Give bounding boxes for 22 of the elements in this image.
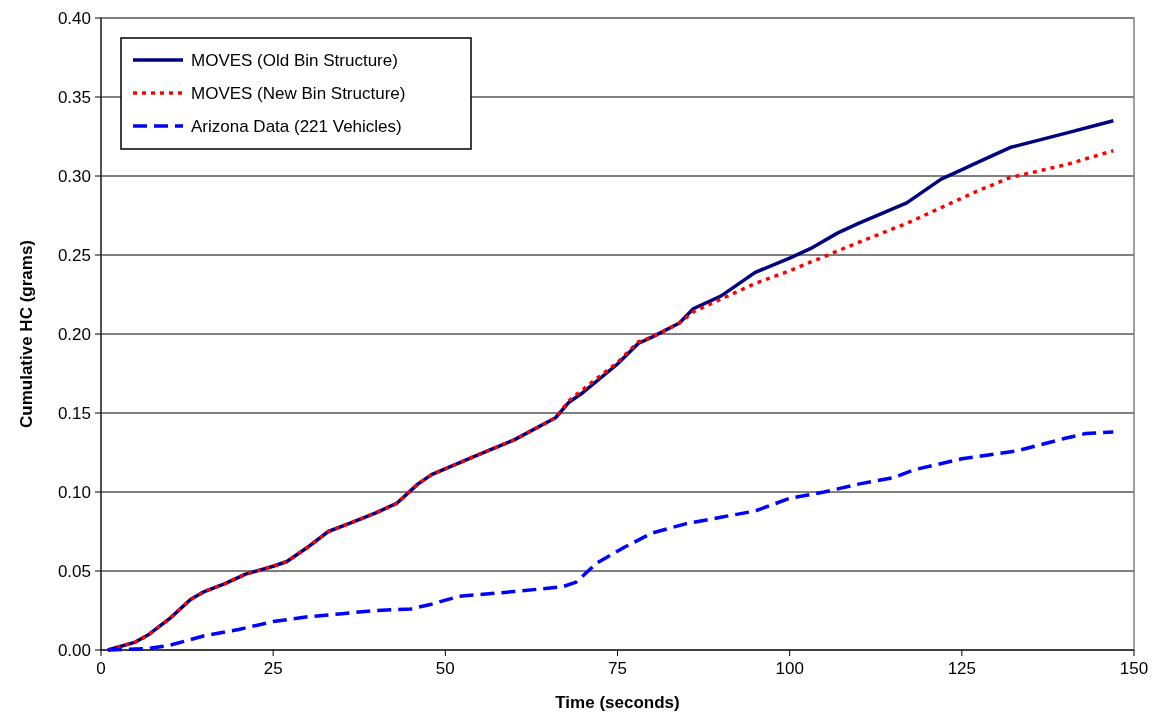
y-tick-label: 0.05: [57, 561, 91, 581]
x-tick-label: 0: [96, 659, 106, 678]
x-tick-label: 100: [775, 659, 804, 678]
x-tick-label: 75: [608, 659, 627, 678]
y-tick-label: 0.35: [57, 87, 91, 107]
line-series: [106, 430, 1116, 652]
y-axis-title: Cumulative HC (grams): [17, 240, 36, 428]
y-tick-label: 0.15: [57, 403, 91, 423]
x-tick-label: 125: [947, 659, 977, 678]
x-tick-label: 25: [263, 659, 283, 678]
y-tick-label: 0.30: [57, 166, 91, 186]
x-axis-title: Time (seconds): [555, 693, 680, 712]
legend-label: MOVES (New Bin Structure): [191, 83, 406, 103]
x-tick-label: 150: [1119, 659, 1149, 678]
y-tick-label: 0.40: [57, 8, 91, 28]
y-tick-label: 0.10: [57, 482, 91, 502]
legend-label: MOVES (Old Bin Structure): [191, 50, 398, 70]
y-tick-label: 0.00: [57, 640, 91, 660]
x-tick-label: 50: [435, 659, 455, 678]
legend-label: Arizona Data (221 Vehicles): [191, 116, 402, 136]
y-tick-label: 0.25: [57, 245, 91, 265]
y-tick-label: 0.20: [57, 324, 91, 344]
